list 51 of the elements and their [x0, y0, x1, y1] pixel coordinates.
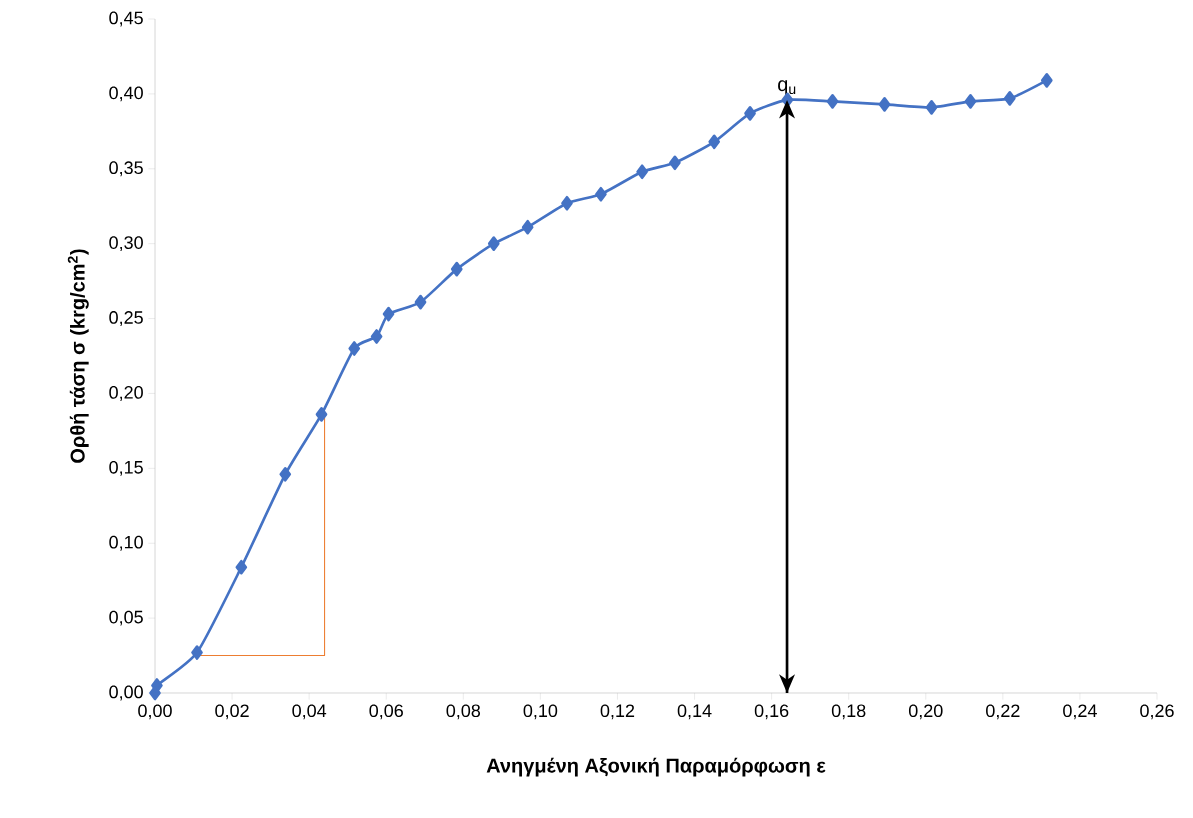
x-tick-label: 0,16 — [754, 704, 789, 720]
x-tick-label: 0,24 — [1063, 704, 1097, 720]
point — [191, 645, 203, 660]
point — [925, 100, 938, 115]
y-tick-label: 0,20 — [109, 386, 143, 401]
point — [561, 195, 573, 211]
point — [744, 106, 756, 121]
annotation: q$_{u}$ — [778, 80, 796, 96]
x-tick-label: 0,22 — [986, 704, 1020, 720]
x-tick-label: 0,04 — [292, 704, 327, 720]
x-tick-label: 0,00 — [138, 704, 172, 720]
y-tick-label: 0,25 — [109, 311, 143, 326]
x-tick-label: 0,18 — [831, 704, 866, 720]
point — [315, 407, 328, 422]
point — [348, 341, 361, 356]
x-tick-label: 0,10 — [523, 704, 558, 720]
y-axis-title: Ορθή τάση σ (krg/cm$^{2}$) — [67, 249, 89, 463]
point — [521, 219, 534, 235]
x-tick-label: 0,06 — [369, 704, 403, 720]
point — [151, 678, 163, 693]
point — [669, 155, 681, 171]
point — [414, 294, 427, 310]
x-tick-label: 0,12 — [600, 704, 635, 720]
point — [279, 466, 292, 482]
x-tick-label: 0,02 — [215, 704, 249, 720]
point — [878, 97, 891, 112]
y-tick-label: 0,40 — [109, 86, 143, 102]
x-axis-title: Ανηγμένη Αξονική Παραμόρφωση ε — [486, 757, 826, 777]
y-tick-label: 0,45 — [109, 11, 143, 27]
point — [487, 236, 500, 252]
x-tick-label: 0,20 — [908, 704, 943, 720]
x-tick-label: 0,14 — [677, 704, 712, 720]
y-tick-label: 0,10 — [109, 535, 143, 551]
x-tick-label: 0,26 — [1140, 704, 1174, 720]
point — [382, 306, 395, 322]
point — [1003, 91, 1016, 106]
point — [964, 94, 977, 109]
y-tick-label: 0,00 — [109, 685, 143, 701]
point — [595, 186, 607, 202]
point — [450, 261, 463, 277]
point — [235, 559, 248, 575]
point — [636, 164, 648, 180]
y-tick-label: 0,05 — [109, 610, 143, 626]
y-tick-label: 0,30 — [109, 236, 143, 252]
point — [708, 134, 721, 150]
point — [370, 329, 383, 344]
point — [826, 94, 839, 109]
point — [1040, 73, 1053, 88]
y-tick-label: 0,35 — [109, 161, 143, 177]
y-tick-label: 0,15 — [109, 460, 143, 476]
x-tick-label: 0,08 — [446, 704, 481, 720]
